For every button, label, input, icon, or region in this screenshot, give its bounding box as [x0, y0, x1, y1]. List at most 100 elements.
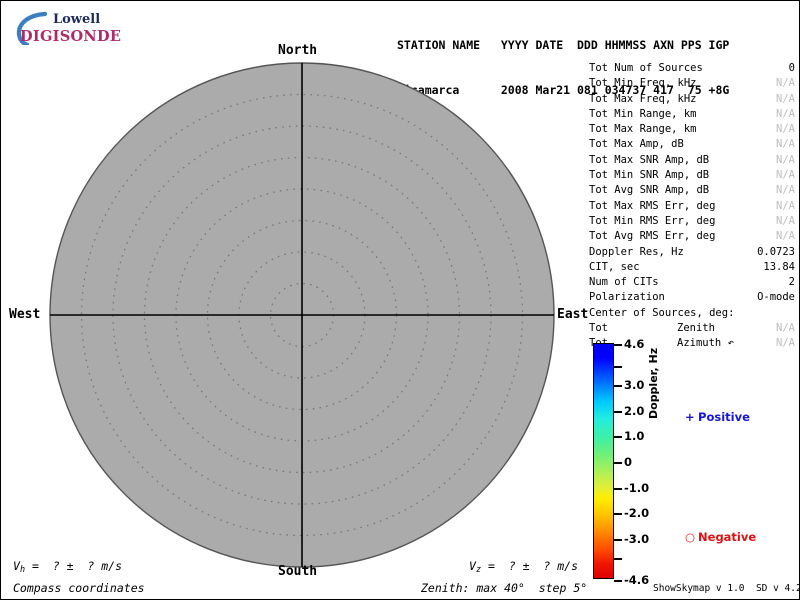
- stat-row: Tot Min Range, km N/A: [589, 107, 795, 122]
- stat-value: N/A: [776, 123, 795, 136]
- polar-skymap-svg: [49, 62, 555, 568]
- center-of-sources-header: Center of Sources, deg:: [589, 306, 795, 321]
- stat-row: CIT, sec 13.84: [589, 260, 795, 275]
- colorbar-axis-title: Doppler, Hz: [647, 347, 660, 419]
- colorbar-tick: [614, 557, 622, 560]
- colorbar-tick-label: -4.6: [624, 573, 650, 587]
- coordinate-system-label: Compass coordinates: [13, 581, 145, 595]
- colorbar-tick-label: -3.0: [624, 531, 650, 546]
- stat-value: 13.84: [763, 260, 795, 273]
- logo-arc-icon: [16, 11, 48, 45]
- colorbar-tick: [614, 385, 622, 388]
- colorbar-tick-label: 4.6: [624, 337, 645, 351]
- vh-value: = ? ± ? m/s: [25, 559, 122, 573]
- stat-value: N/A: [776, 214, 795, 227]
- stat-value: N/A: [776, 107, 795, 120]
- legend-negative-label: Negative: [698, 530, 757, 544]
- stat-label: Tot Avg RMS Err, deg: [589, 230, 716, 243]
- stat-value: N/A: [776, 92, 795, 105]
- colorbar-tick: [614, 366, 622, 369]
- colorbar-tick-label: -1.0: [624, 480, 650, 495]
- stat-label: Tot Min Range, km: [589, 107, 697, 120]
- colorbar-tick: [614, 436, 622, 439]
- center-of-sources-label: Center of Sources, deg:: [589, 306, 735, 319]
- stat-label: Tot Min RMS Err, deg: [589, 214, 716, 227]
- stat-label: Tot Max Range, km: [589, 123, 697, 136]
- stat-label: Polarization: [589, 291, 665, 304]
- vertical-velocity-readout: Vz = ? ± ? m/s: [469, 559, 578, 575]
- center-c3: N/A: [776, 322, 795, 335]
- colorbar-tick: [614, 580, 622, 582]
- stat-label: CIT, sec: [589, 260, 640, 273]
- legend-negative-symbol: ○: [685, 530, 696, 544]
- direction-label-east: East: [557, 307, 589, 322]
- stat-row: Tot Max Freq, kHz N/A: [589, 92, 795, 107]
- direction-label-south: South: [278, 564, 318, 579]
- vz-value: = ? ± ? m/s: [481, 559, 578, 573]
- stat-row: Tot Min RMS Err, deg N/A: [589, 214, 795, 229]
- stat-label: Num of CITs: [589, 276, 659, 289]
- legend-positive-symbol: +: [685, 410, 695, 424]
- stat-row: Tot Max SNR Amp, dB N/A: [589, 153, 795, 168]
- polar-skymap[interactable]: [49, 59, 555, 571]
- stat-row: Tot Num of Sources 0: [589, 61, 795, 76]
- center-c1: Tot: [589, 322, 608, 335]
- colorbar-tick: [614, 410, 622, 413]
- stat-value: N/A: [776, 138, 795, 151]
- stat-label: Tot Max RMS Err, deg: [589, 199, 716, 212]
- lowell-digisonde-logo: Lowell DIGISONDE: [15, 7, 135, 49]
- stat-label: Tot Max Freq, kHz: [589, 92, 697, 105]
- stat-row: Tot Min SNR Amp, dB N/A: [589, 168, 795, 183]
- stat-label: Tot Avg SNR Amp, dB: [589, 184, 710, 197]
- center-of-sources-row: Tot Zenith N/A: [589, 321, 795, 336]
- colorbar-tick-label: 1.0: [624, 429, 645, 444]
- stat-value: N/A: [776, 77, 795, 90]
- center-c3: N/A: [776, 337, 795, 350]
- stat-value: 0.0723: [757, 245, 795, 258]
- direction-label-west: West: [9, 307, 41, 322]
- colorbar-tick: [614, 487, 622, 490]
- stat-row: Doppler Res, Hz 0.0723: [589, 245, 795, 260]
- legend-negative: ○ Negative: [669, 516, 756, 558]
- horizontal-velocity-readout: Vh = ? ± ? m/s: [13, 559, 122, 575]
- crosshair-axes: [50, 63, 554, 567]
- colorbar-tick-label: 2.0: [624, 403, 645, 418]
- stat-label: Tot Max Amp, dB: [589, 138, 684, 151]
- legend-positive: + Positive: [669, 396, 750, 438]
- stat-value: O-mode: [757, 291, 795, 304]
- stat-value: N/A: [776, 199, 795, 212]
- software-version-label: ShowSkymap v 1.0 SD v 4.2: [653, 583, 800, 594]
- zenith-scale-label: Zenith: max 40° step 5°: [421, 581, 588, 595]
- direction-label-north: North: [278, 43, 318, 58]
- center-c2: Azimuth ↶: [677, 337, 734, 350]
- colorbar-tick-label: -2.0: [624, 506, 650, 521]
- colorbar-tick-axis: 4.6 3.0 2.0 1.0 0 -1.0 -2.0 -3.0 -4.6: [614, 337, 674, 587]
- vz-subscript: z: [475, 565, 482, 575]
- stat-row: Tot Avg SNR Amp, dB N/A: [589, 183, 795, 198]
- stat-row: Tot Avg RMS Err, deg N/A: [589, 229, 795, 244]
- stat-label: Tot Max SNR Amp, dB: [589, 153, 710, 166]
- logo-digisonde-text: DIGISONDE: [20, 28, 122, 45]
- header-labels-row: STATION NAME YYYY DATE DDD HHMMSS AXN PP…: [397, 38, 730, 52]
- header-values-row: Jicamarca 2008 Mar21 081 034737 417 75 +…: [397, 83, 730, 97]
- stat-row: Polarization O-mode: [589, 290, 795, 305]
- legend-positive-label: Positive: [698, 410, 750, 424]
- vh-subscript: h: [19, 565, 26, 575]
- stat-label: Tot Min SNR Amp, dB: [589, 169, 710, 182]
- stat-row: Tot Max Amp, dB N/A: [589, 137, 795, 152]
- colorbar-tick: [614, 344, 622, 346]
- doppler-colorbar[interactable]: [593, 343, 614, 579]
- stat-value: 2: [788, 276, 795, 289]
- stat-row: Tot Min Freq, kHz N/A: [589, 76, 795, 91]
- colorbar-tick: [614, 462, 622, 464]
- colorbar-tick-label: 0: [624, 455, 633, 469]
- stat-row: Tot Max RMS Err, deg N/A: [589, 199, 795, 214]
- stat-value: 0: [788, 62, 795, 74]
- vh-symbol: V: [13, 559, 20, 573]
- colorbar-tick: [614, 538, 622, 541]
- vz-symbol: V: [469, 559, 476, 573]
- stat-row: Num of CITs 2: [589, 275, 795, 290]
- colorbar-tick: [614, 513, 622, 516]
- station-header: STATION NAME YYYY DATE DDD HHMMSS AXN PP…: [397, 8, 729, 128]
